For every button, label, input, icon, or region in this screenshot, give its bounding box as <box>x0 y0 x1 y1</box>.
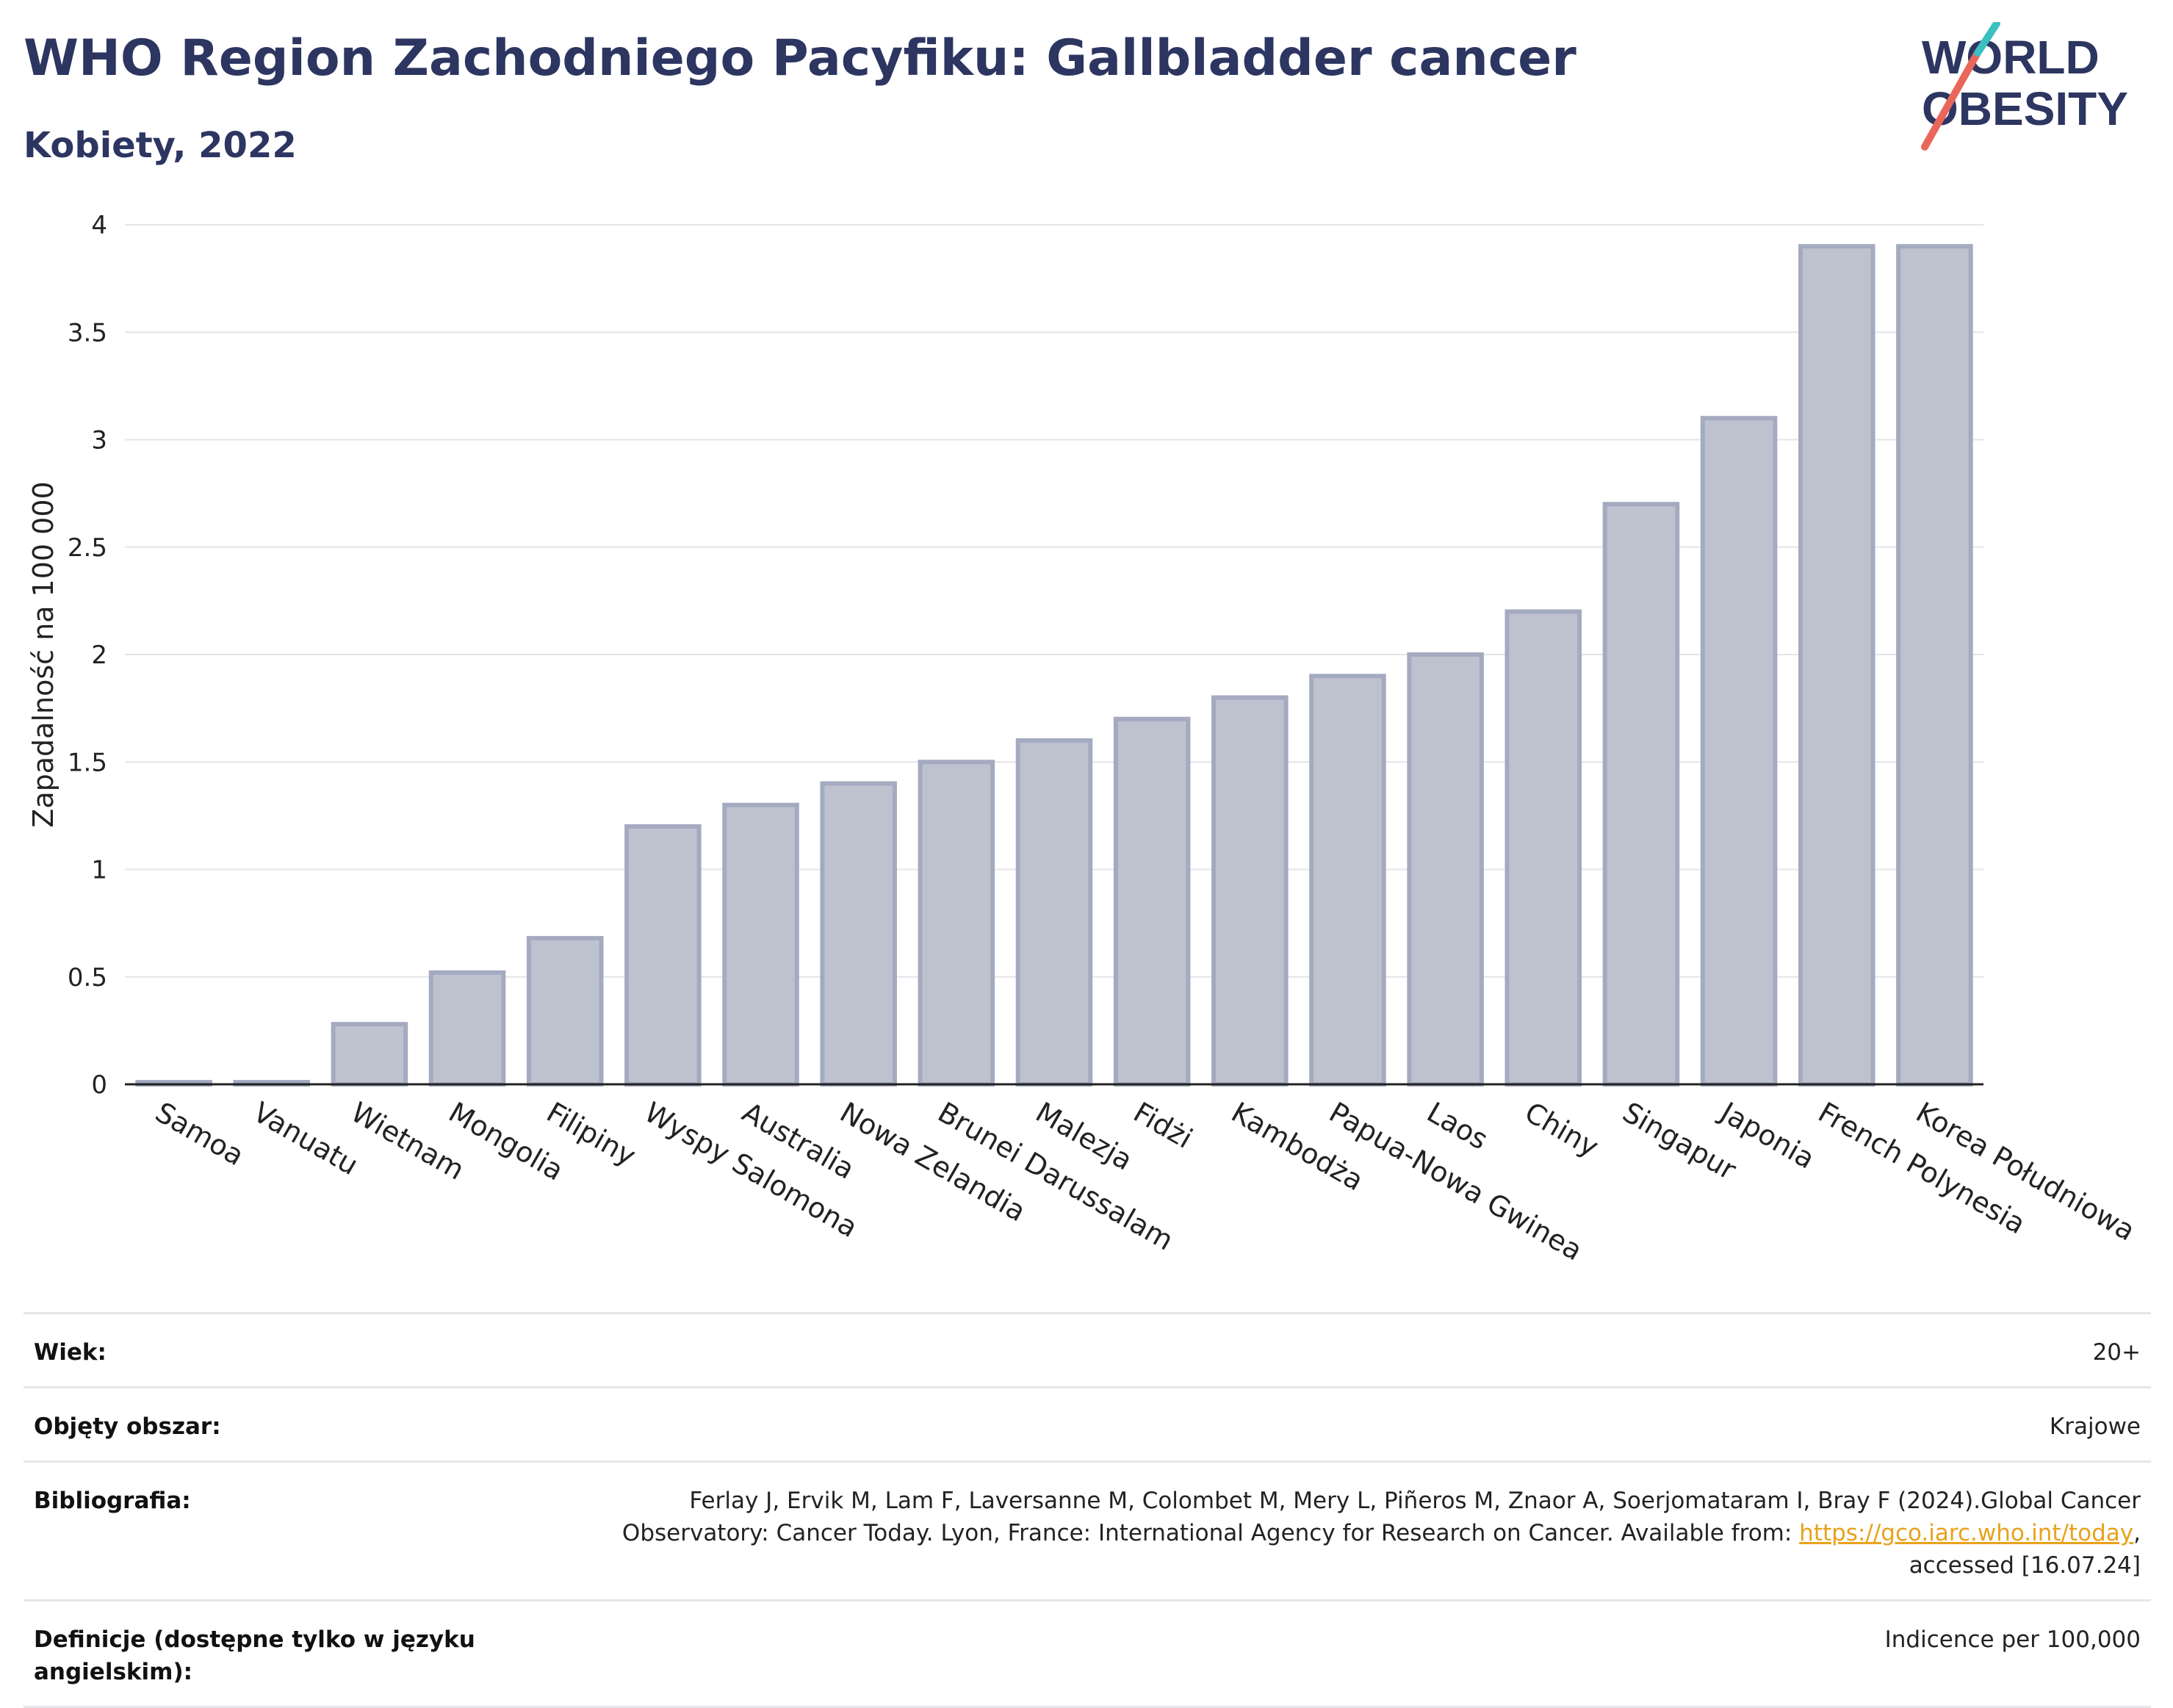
x-tick-label: Laos <box>1421 1096 1493 1156</box>
bars <box>135 244 1973 1087</box>
meta-row-definitions: Definicje (dostępne tylko w języku angie… <box>24 1599 2151 1708</box>
bar <box>1896 244 1973 1087</box>
bar <box>918 760 995 1087</box>
meta-row-age: Wiek: 20+ <box>24 1312 2151 1386</box>
bar <box>331 1022 408 1087</box>
bar <box>1015 738 1093 1087</box>
bar-chart: 0 0.5 1 1.5 2 2.5 3 3.5 4 SamoaVanuatuWietnamMon… <box>27 211 2141 1267</box>
y-tick-label: 3 <box>91 426 107 455</box>
meta-key-age: Wiek: <box>34 1339 107 1366</box>
bar <box>1407 652 1484 1087</box>
x-tick-label: Chiny <box>1519 1096 1604 1164</box>
x-axis-labels: SamoaVanuatuWietnamMongoliaFilipinyWyspy… <box>150 1095 2141 1267</box>
bar <box>428 970 506 1087</box>
bar <box>1309 674 1386 1087</box>
metadata-table: Wiek: 20+ Objęty obszar: Krajowe Bibliog… <box>24 1312 2151 1708</box>
bar <box>624 824 702 1087</box>
bibliography-text: Ferlay J, Ervik M, Lam F, Laversanne M, … <box>621 1488 2141 1546</box>
x-tick-label: Vanuatu <box>248 1096 364 1181</box>
meta-row-coverage: Objęty obszar: Krajowe <box>24 1386 2151 1460</box>
y-tick-label: 3.5 <box>68 318 107 347</box>
bar <box>1113 716 1191 1087</box>
y-tick-label: 4 <box>91 211 107 240</box>
chart-title: WHO Region Zachodniego Pacyfiku: Gallbla… <box>24 29 1576 87</box>
source-link[interactable]: https://gco.iarc.who.int/today <box>1799 1520 2134 1546</box>
meta-key-definitions: Definicje (dostępne tylko w języku angie… <box>34 1626 475 1685</box>
y-tick-label: 1.5 <box>68 748 107 777</box>
meta-value-age: 20+ <box>2092 1339 2141 1366</box>
y-tick-label: 0.5 <box>68 963 107 992</box>
meta-value-bibliography: Ferlay J, Ervik M, Lam F, Laversanne M, … <box>539 1485 2141 1582</box>
x-tick-label: Samoa <box>150 1096 249 1172</box>
y-tick-label: 1 <box>91 856 107 885</box>
bibliography-accessed: , accessed [16.07.24] <box>1909 1520 2141 1579</box>
bar <box>1602 502 1680 1087</box>
bar <box>526 936 604 1087</box>
y-axis-label: Zapadalność na 100 000 <box>27 481 60 827</box>
y-tick-label: 2 <box>91 641 107 670</box>
logo-slash-red <box>1921 49 1981 151</box>
y-tick-label: 0 <box>91 1070 107 1100</box>
bar <box>1798 244 1875 1087</box>
bar <box>1211 695 1289 1087</box>
meta-value-definitions: Indicence per 100,000 <box>1884 1626 2141 1653</box>
bar <box>820 781 897 1087</box>
meta-key-coverage: Objęty obszar: <box>34 1413 221 1440</box>
y-tick-label: 2.5 <box>68 533 107 563</box>
chart-subtitle: Kobiety, 2022 <box>24 125 297 166</box>
y-axis-ticks: 0 0.5 1 1.5 2 2.5 3 3.5 4 <box>68 211 107 1100</box>
bar <box>1700 416 1778 1087</box>
bar <box>1504 609 1582 1087</box>
world-obesity-logo: WORLD OBESITY <box>1921 22 2128 151</box>
meta-row-bibliography: Bibliografia: Ferlay J, Ervik M, Lam F, … <box>24 1460 2151 1599</box>
meta-key-bibliography: Bibliografia: <box>34 1488 191 1514</box>
logo-slash-teal <box>1974 22 2000 57</box>
logo-text-world: WORLD <box>1922 31 2100 84</box>
x-tick-label: Fidżi <box>1128 1096 1198 1155</box>
meta-value-coverage: Krajowe <box>2049 1413 2141 1440</box>
bar <box>722 802 799 1087</box>
